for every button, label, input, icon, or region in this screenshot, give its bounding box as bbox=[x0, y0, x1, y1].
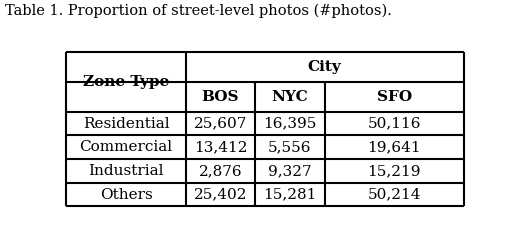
Text: 15,281: 15,281 bbox=[263, 187, 316, 201]
Text: 9,327: 9,327 bbox=[268, 164, 312, 178]
Text: SFO: SFO bbox=[377, 90, 412, 104]
Text: 16,395: 16,395 bbox=[263, 117, 316, 131]
Text: Zone Type: Zone Type bbox=[83, 75, 169, 89]
Text: 19,641: 19,641 bbox=[367, 140, 421, 154]
Text: Residential: Residential bbox=[83, 117, 169, 131]
Text: 50,116: 50,116 bbox=[367, 117, 421, 131]
Text: 25,402: 25,402 bbox=[194, 187, 247, 201]
Text: Industrial: Industrial bbox=[88, 164, 164, 178]
Text: City: City bbox=[308, 60, 342, 74]
Text: 13,412: 13,412 bbox=[194, 140, 247, 154]
Text: Commercial: Commercial bbox=[79, 140, 173, 154]
Text: BOS: BOS bbox=[202, 90, 239, 104]
Text: 50,214: 50,214 bbox=[367, 187, 421, 201]
Text: NYC: NYC bbox=[271, 90, 308, 104]
Text: 15,219: 15,219 bbox=[367, 164, 421, 178]
Text: 2,876: 2,876 bbox=[199, 164, 242, 178]
Text: Others: Others bbox=[100, 187, 152, 201]
Text: 5,556: 5,556 bbox=[268, 140, 312, 154]
Text: 25,607: 25,607 bbox=[194, 117, 247, 131]
Text: Table 1. Proportion of street-level photos (#photos).: Table 1. Proportion of street-level phot… bbox=[5, 4, 392, 18]
